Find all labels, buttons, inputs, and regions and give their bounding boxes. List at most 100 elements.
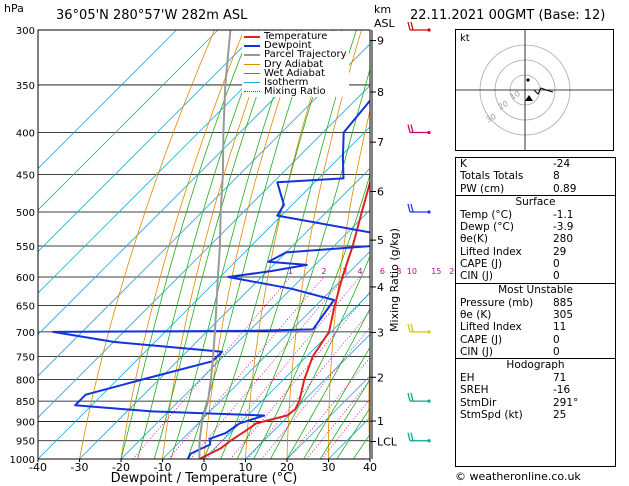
wet-adiabat-line [336, 407, 370, 459]
legend-item-wet-adiabat: Wet Adiabat [244, 67, 347, 79]
dry-adiabat-line [203, 30, 304, 459]
index-row-pw: PW (cm) 0.89 [460, 182, 577, 195]
pressure-tick-label: 450 [16, 170, 35, 181]
pressure-tick-label: 950 [16, 437, 35, 448]
wet-adiabat-line [253, 173, 370, 459]
wet-adiabat-line [303, 346, 370, 459]
legend-label: Mixing Ratio [264, 86, 326, 98]
km-tick-label: 4 [377, 281, 384, 294]
pressure-unit-label: hPa [4, 2, 24, 15]
pressure-tick-label: 500 [16, 208, 35, 219]
isotherm-line [162, 250, 370, 459]
hodograph-trace [533, 87, 554, 95]
km-tick-label: LCL [377, 435, 398, 448]
isotherm-line [38, 30, 343, 336]
isotherm-line [38, 30, 177, 170]
copyright-footer: © weatheronline.co.uk [455, 470, 581, 483]
wind-barb [407, 124, 431, 135]
hodograph-unit-label: kt [460, 33, 470, 44]
mixing-ratio-label: 20 [449, 267, 459, 276]
legend-label: Wet Adiabat [264, 67, 325, 79]
legend-label: Temperature [264, 31, 328, 42]
height-ref-label: ASL [374, 17, 396, 30]
dry-adiabat-line [162, 30, 274, 459]
wet-adiabat-line [170, 30, 298, 459]
pressure-tick-label: 700 [16, 328, 35, 339]
km-tick-label: 5 [377, 234, 384, 247]
legend: Temperature Dewpoint Parcel Trajectory D… [242, 31, 349, 98]
temperature-profile [198, 179, 370, 459]
x-tick-label: -10 [154, 461, 172, 474]
dry-adiabat-line [620, 30, 629, 459]
wet-adiabat-line [286, 307, 370, 459]
x-tick-label: 20 [280, 461, 294, 474]
hodo-row-sreh: SREH -16 [460, 384, 571, 397]
km-tick-label: 8 [377, 86, 384, 99]
legend-item-dry-adiabat: Dry Adiabat [244, 58, 347, 70]
wind-barb [407, 203, 431, 214]
indices-panel: K -24 Totals Totals 8 PW (cm) 0.89 Surface … [455, 157, 616, 467]
pressure-tick-label: 750 [16, 352, 35, 363]
x-tick-label: 40 [363, 461, 377, 474]
mixing-ratio-line [287, 357, 370, 459]
dry-adiabat-line [408, 30, 450, 459]
km-tick-label: 7 [377, 136, 384, 149]
isotherm-line [286, 375, 370, 459]
isotherm-line [38, 30, 260, 253]
mixing-ratio-line [261, 326, 370, 459]
pressure-tick-label: 1000 [10, 455, 35, 466]
pressure-tick-label: 550 [16, 242, 35, 253]
mu-row-lifted-index: Lifted Index 11 [460, 321, 567, 334]
wind-barb [407, 432, 431, 443]
wet-adiabat-line [319, 378, 370, 459]
dry-adiabat-line [120, 30, 245, 459]
x-tick-label: 30 [322, 461, 336, 474]
x-tick-label: 0 [201, 461, 208, 474]
x-axis-title: Dewpoint / Temperature (°C) [111, 471, 298, 486]
km-tick-label: 1 [377, 415, 384, 428]
mixing-ratio-line [206, 276, 361, 459]
pressure-tick-label: 850 [16, 397, 35, 408]
dry-adiabat-line [368, 344, 370, 459]
height-unit-label: km [374, 3, 391, 16]
hodo-row-eh: EH 71 [460, 372, 567, 385]
pressure-tick-label: 400 [16, 129, 35, 140]
km-tick-label: 9 [377, 35, 384, 48]
surface-row-dewp: Dewp (°C) -3.9 [460, 221, 574, 234]
mixing-ratio-axis-title: Mixing Ratio (g/kg) [388, 228, 401, 332]
wind-barb [407, 21, 431, 32]
pressure-tick-label: 300 [16, 26, 35, 37]
mixing-ratio-label: 1 [288, 267, 293, 276]
legend-label: Isotherm [264, 77, 309, 89]
mixing-ratio-label: 10 [407, 267, 417, 276]
pressure-tick-label: 800 [16, 375, 35, 386]
pressure-tick-label: 350 [16, 81, 35, 92]
surface-row-cape: CAPE (J) 0 [460, 258, 560, 271]
legend-label: Dewpoint [264, 40, 312, 52]
mixing-ratio-line [168, 276, 325, 459]
mixing-ratio-line [190, 276, 346, 459]
mixing-ratio-label: 8 [396, 267, 401, 276]
dry-adiabat-line [79, 30, 215, 459]
location-label: 36°05'N 280°57'W 282m ASL [56, 8, 248, 23]
legend-item-mixing-ratio: Mixing Ratio [244, 86, 347, 98]
mixing-ratio-line [247, 310, 370, 459]
storm-motion-marker [525, 95, 533, 101]
isotherm-line [203, 292, 370, 459]
index-row-k: K -24 [460, 158, 571, 170]
pressure-tick-label: 900 [16, 417, 35, 428]
mu-row-pressure: Pressure (mb) 885 [460, 296, 574, 309]
legend-label: Dry Adiabat [264, 58, 324, 70]
legend-label: Parcel Trajectory [264, 49, 347, 61]
isotherm-line [38, 30, 302, 294]
datetime-label: 22.11.2021 00GMT (Base: 12) [410, 8, 605, 23]
wet-adiabat-line [120, 30, 252, 459]
wind-barb [407, 392, 431, 403]
surface-row-theta-e: θe(K) 280 [460, 233, 574, 246]
legend-item-dewpoint: Dewpoint [244, 40, 347, 52]
isotherm-line [38, 30, 219, 211]
hodograph: kt 10 20 30 [455, 29, 614, 151]
hodograph-ring-label: 10 [509, 89, 522, 102]
pressure-tick-label: 650 [16, 302, 35, 313]
